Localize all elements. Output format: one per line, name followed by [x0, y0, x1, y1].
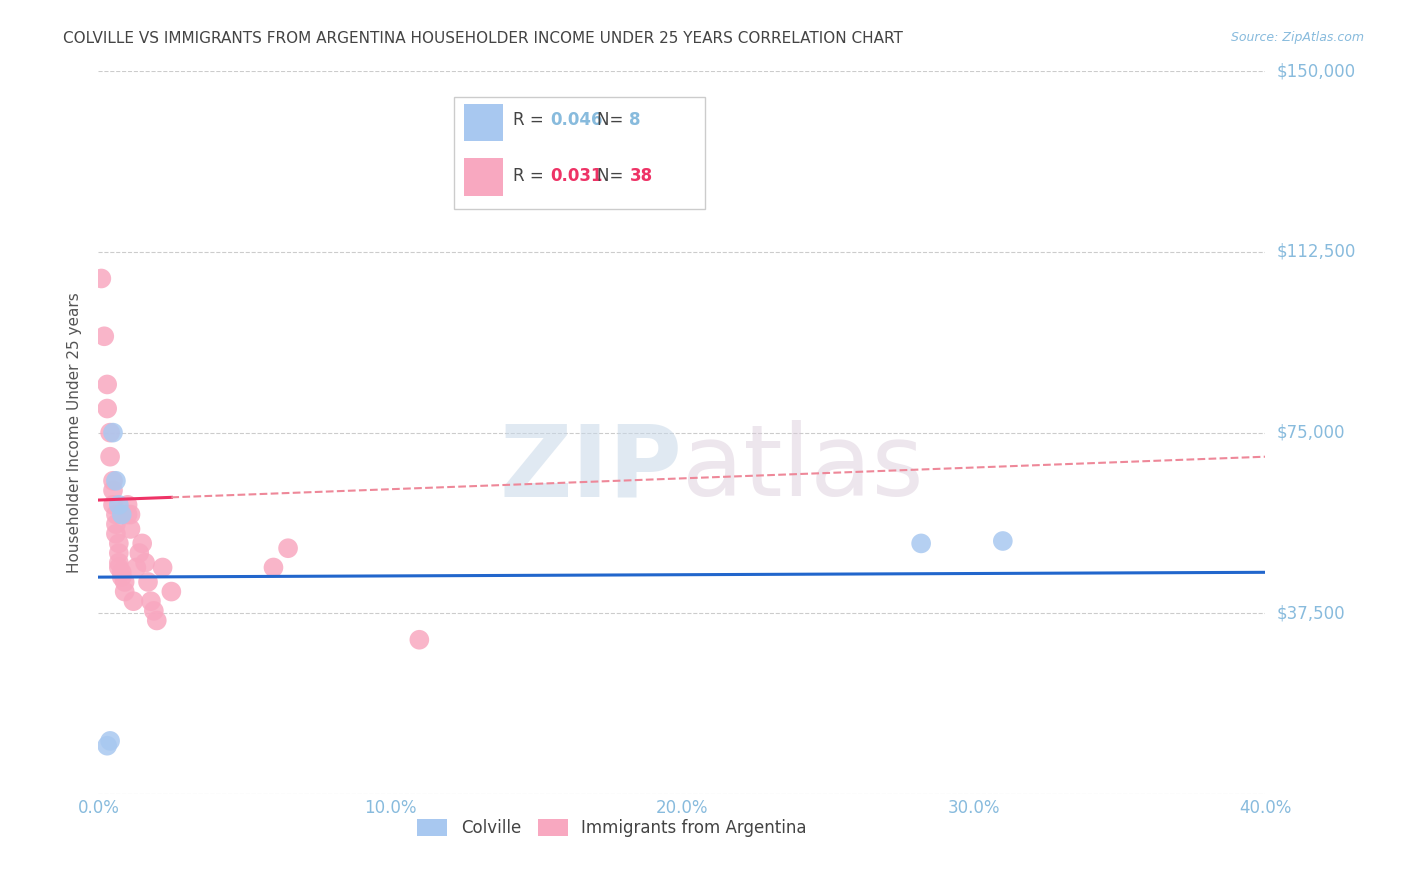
Point: [111, 570, 134, 584]
FancyBboxPatch shape: [464, 103, 503, 142]
Text: COLVILLE VS IMMIGRANTS FROM ARGENTINA HOUSEHOLDER INCOME UNDER 25 YEARS CORRELAT: COLVILLE VS IMMIGRANTS FROM ARGENTINA HO…: [63, 31, 903, 46]
Point: [160, 584, 183, 599]
Point: [108, 546, 131, 560]
Text: $37,500: $37,500: [1277, 604, 1346, 623]
Point: [93, 329, 115, 343]
Point: [136, 574, 159, 589]
Point: [910, 536, 932, 550]
Point: [96, 739, 118, 753]
Text: atlas: atlas: [682, 420, 924, 517]
Point: [104, 508, 127, 522]
Y-axis label: Householder Income Under 25 years: Householder Income Under 25 years: [67, 293, 83, 573]
Point: [120, 522, 142, 536]
Point: [262, 560, 284, 574]
Text: R =: R =: [513, 167, 548, 186]
Point: [142, 604, 165, 618]
Legend: Colville, Immigrants from Argentina: Colville, Immigrants from Argentina: [411, 812, 813, 843]
Point: [108, 556, 131, 570]
Point: [101, 474, 124, 488]
Text: R =: R =: [513, 112, 548, 129]
Point: [101, 498, 124, 512]
FancyBboxPatch shape: [454, 96, 706, 209]
Point: [104, 474, 127, 488]
Point: [277, 541, 299, 556]
Text: Source: ZipAtlas.com: Source: ZipAtlas.com: [1230, 31, 1364, 45]
Point: [104, 526, 127, 541]
Point: [98, 450, 121, 464]
Point: [134, 556, 156, 570]
Point: [96, 377, 118, 392]
Text: $75,000: $75,000: [1277, 424, 1346, 442]
Text: N=: N=: [596, 112, 628, 129]
Text: 38: 38: [630, 167, 652, 186]
Point: [122, 594, 145, 608]
Point: [125, 560, 148, 574]
Point: [98, 425, 121, 440]
Text: $150,000: $150,000: [1277, 62, 1355, 80]
Text: 0.046: 0.046: [550, 112, 603, 129]
Point: [111, 566, 134, 580]
Text: N=: N=: [596, 167, 628, 186]
Point: [131, 536, 153, 550]
Point: [128, 546, 150, 560]
Point: [991, 533, 1014, 548]
Point: [98, 734, 121, 748]
Point: [111, 508, 134, 522]
Text: $112,500: $112,500: [1277, 243, 1355, 261]
Point: [108, 498, 131, 512]
Point: [96, 401, 118, 416]
Point: [108, 560, 131, 574]
Text: ZIP: ZIP: [499, 420, 682, 517]
Text: 0.031: 0.031: [550, 167, 603, 186]
Point: [146, 614, 169, 628]
Point: [114, 574, 136, 589]
Point: [101, 483, 124, 498]
Point: [152, 560, 174, 574]
Point: [120, 508, 142, 522]
Point: [90, 271, 112, 285]
Point: [104, 517, 127, 532]
Point: [114, 584, 136, 599]
Point: [117, 498, 139, 512]
Point: [408, 632, 430, 647]
Point: [101, 425, 124, 440]
Point: [117, 508, 139, 522]
FancyBboxPatch shape: [464, 158, 503, 195]
Text: 8: 8: [630, 112, 641, 129]
Point: [108, 536, 131, 550]
Point: [139, 594, 162, 608]
